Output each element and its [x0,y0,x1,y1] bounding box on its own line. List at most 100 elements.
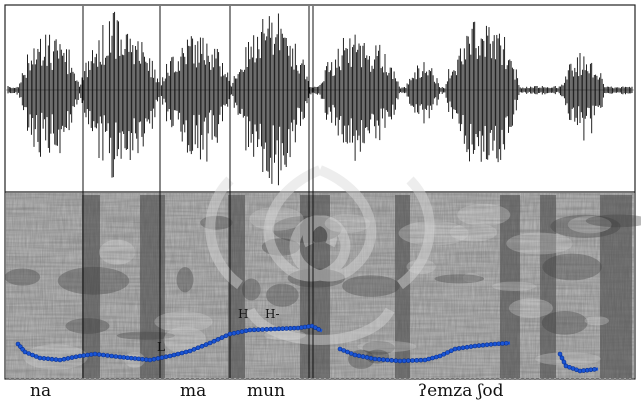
pitch-point [26,351,32,356]
pitch-point [445,350,450,355]
pitch-point [264,327,269,332]
pitch-point [414,358,419,363]
pitch-point [276,326,282,332]
pitch-point [33,354,39,359]
pitch-point [484,342,490,348]
pitch-point [227,331,233,337]
waveform-trace [7,11,633,186]
pitch-point [171,352,177,358]
pitch-point [352,352,358,358]
pitch-point [456,346,462,351]
pitch-point [159,355,165,360]
pitch-point [239,329,245,334]
pitch-point [85,352,90,358]
pitch-point [109,353,114,359]
pitch-point [280,326,285,331]
pitch-point [167,353,173,359]
pitch-point [235,330,241,335]
pitch-point [500,341,505,346]
pitch-point [187,348,193,354]
pitch-point [37,355,43,361]
pitch-point [256,327,261,332]
pitch-point [356,353,362,359]
pitch-point [291,325,297,331]
pitch-point [61,356,67,362]
pitch-point [260,327,265,332]
pitch-point [376,357,382,362]
pitch-point [460,345,466,351]
pitch-point [175,351,181,357]
pitch-point [121,355,127,360]
pitch-point [101,352,106,358]
pitch-point [45,356,51,362]
pitch-point [211,338,217,344]
pitch-point [288,326,293,331]
pitch-point [393,358,399,363]
pitch-point [203,342,209,347]
word-label-emza-fod: ʔemza ʃod [418,381,504,401]
pitch-point [223,333,229,339]
pitch-point [503,340,509,346]
pitch-point [143,357,149,362]
pitch-point [441,351,447,357]
pitch-point [69,355,75,360]
pitch-point [219,335,225,340]
waveform-panel [6,11,634,186]
pitch-point [422,357,428,363]
pitch-point [41,356,47,361]
pitch-point [476,343,482,348]
spectrogram-striation [6,193,634,379]
pitch-point [49,356,55,362]
pitch-point [426,356,432,362]
pitch-point [199,343,205,349]
pitch-point [117,354,123,360]
pitch-point [480,342,486,348]
pitch-point [88,352,94,357]
pitch-point [243,328,249,334]
pitch-point [179,350,185,356]
pitch-point [268,326,274,332]
pitch-point [191,347,197,352]
pitch-point [341,348,347,353]
pitch-point [272,326,278,332]
pitch-point [360,354,366,359]
pitch-point [316,327,321,332]
pitch-point [73,354,79,360]
pitch-point [337,346,343,352]
pitch-point [488,342,494,347]
pitch-point [345,349,350,355]
pitch-point [372,356,378,362]
pitch-point [348,351,354,356]
word-label-ma: ma [180,381,207,401]
pitch-point [57,357,63,363]
pitch-point [496,341,502,347]
tone-label-high: H [238,307,249,321]
pitch-point [430,355,435,361]
pitch-point [105,353,110,358]
pitch-point [65,356,71,361]
pitch-point [22,349,28,355]
pitch-point [492,341,498,347]
pitch-point [147,357,153,363]
pitch-point [96,352,102,357]
pitch-point [231,330,237,336]
pitch-point [183,349,189,355]
pitch-point [464,344,470,350]
pitch-point [30,352,35,358]
pitch-point [448,348,454,354]
word-label-na: na [30,381,52,401]
word-label-mun: mun [247,381,286,401]
pitch-point [215,337,221,342]
pitch-point [247,327,253,333]
pitch-point [136,356,142,362]
pitch-point [592,367,597,372]
pitch-point [401,358,407,364]
pitch-point [385,357,390,363]
pitch-point [397,358,403,364]
pitch-track [15,323,599,374]
pitch-point [418,357,424,363]
pitch-point [433,354,439,360]
pitch-point [284,326,289,331]
pitch-point [140,356,145,362]
pitch-point [389,358,394,363]
